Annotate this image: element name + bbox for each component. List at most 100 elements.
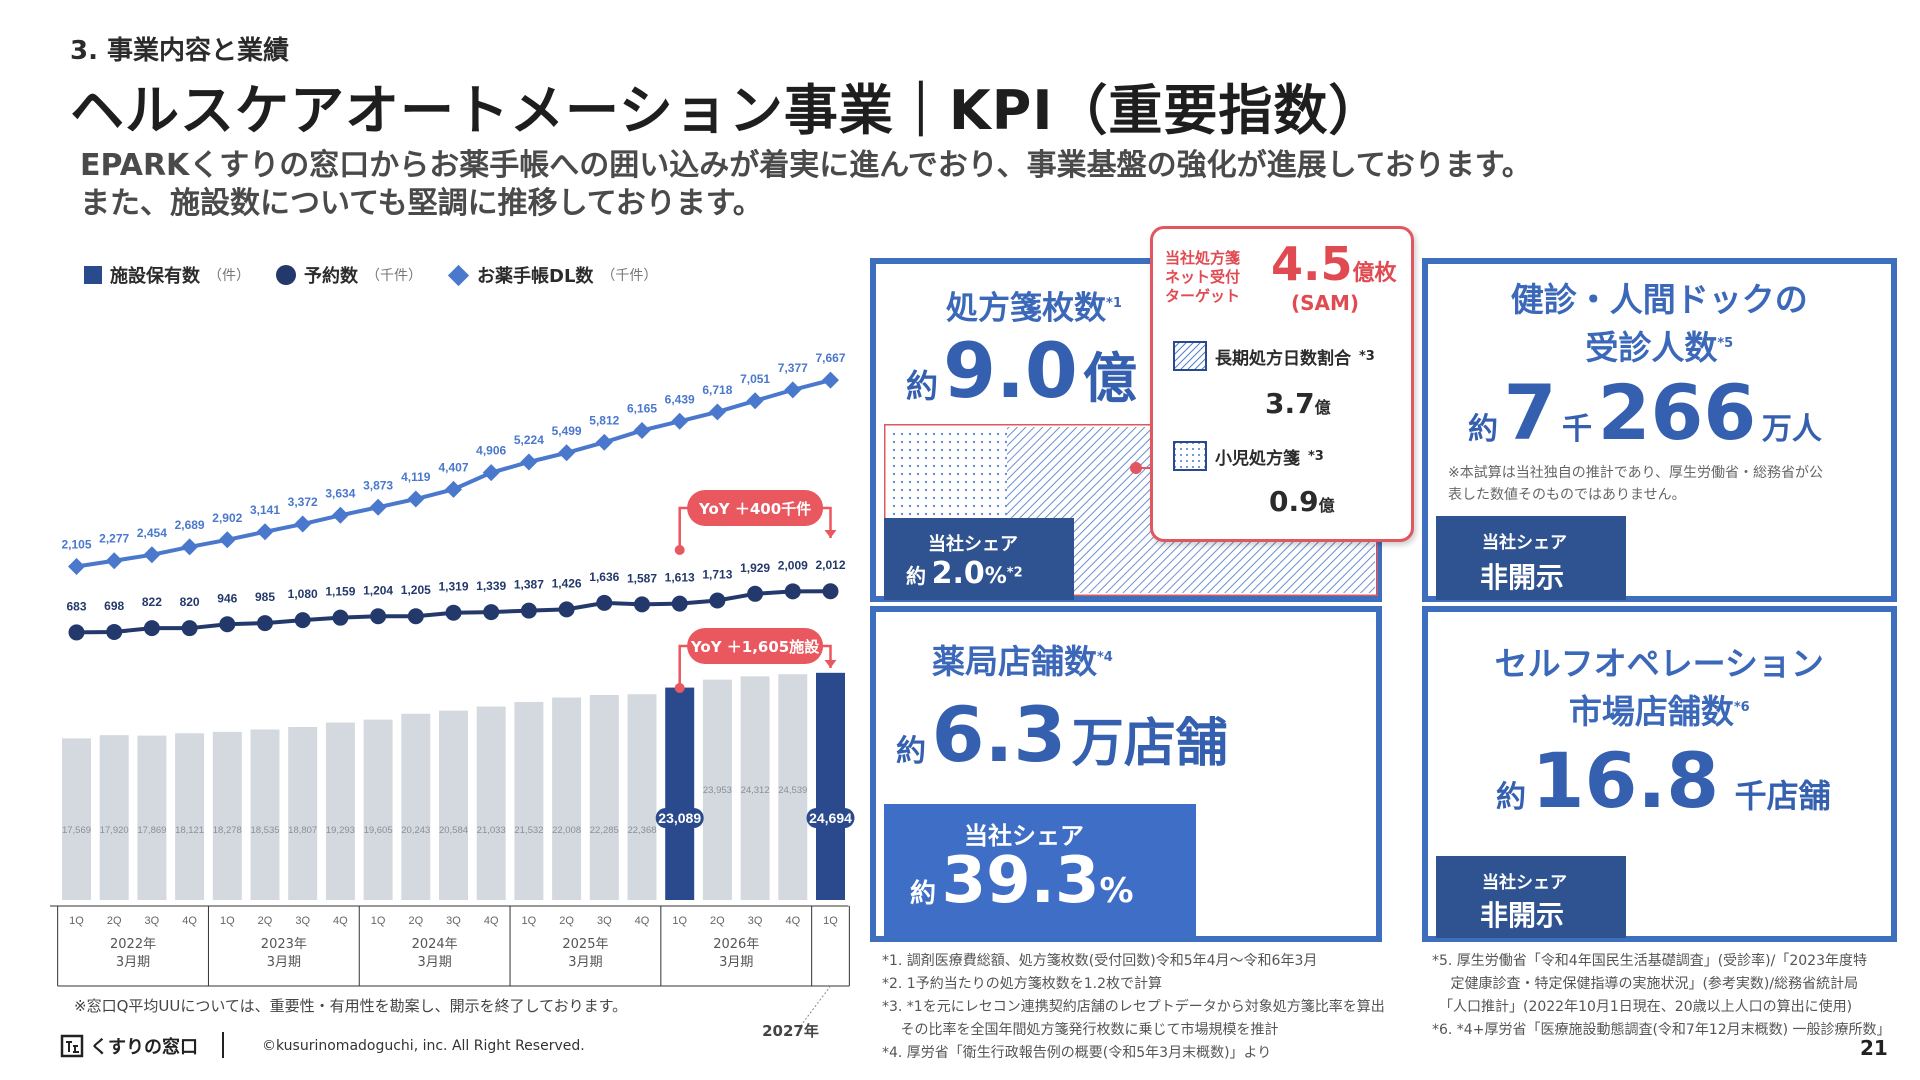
dl-value-label: 3,634 (325, 486, 355, 500)
facility-bar (627, 694, 657, 900)
quarter-label: 4Q (785, 915, 800, 927)
sam-number: 4.5 (1271, 237, 1353, 291)
reservation-value-label: 822 (142, 595, 162, 609)
reservation-point (143, 620, 160, 637)
facility-bar (62, 738, 91, 900)
dl-value-label: 2,689 (175, 518, 205, 532)
self-operation-note: *6 (1733, 700, 1750, 715)
long-term-number: 3.7 (1265, 387, 1315, 420)
dl-point (784, 381, 802, 399)
pharmacy-number: 6.3 (931, 690, 1067, 779)
dl-point (482, 464, 500, 482)
dl-value-label: 2,902 (212, 511, 242, 525)
subtitle-line-2: また、施設数についても堅調に推移しております。 (80, 186, 763, 221)
dots-swatch-icon (1173, 441, 1207, 471)
reservation-point (68, 624, 85, 641)
prescription-share-value: 約 2.0%*2 (906, 556, 1023, 591)
reservation-point (483, 604, 500, 621)
dl-value-label: 5,224 (514, 433, 544, 447)
dl-point (633, 421, 651, 439)
dl-value-label: 2,105 (61, 537, 91, 551)
reservation-value-label: 820 (180, 595, 200, 609)
facility-bar (552, 697, 582, 900)
facility-bar (175, 733, 205, 900)
footnote-3-cont: その比率を全国年間処方箋発行枚数に乗じて市場規模を推計 (882, 1022, 1279, 1038)
bar-value-label: 19,293 (326, 825, 355, 836)
prescription-label-text: 処方箋枚数 (946, 288, 1107, 327)
facility-bar (401, 713, 431, 900)
dl-point (445, 480, 462, 498)
pharmacy-box: 薬局店舗数*4 約 6.3 万店舗 当社シェア 約 39.3% (870, 606, 1382, 942)
dl-value-label: 6,165 (627, 401, 657, 415)
facility-bar (589, 694, 619, 900)
reservation-point (520, 602, 537, 619)
reservation-value-label: 1,080 (288, 587, 318, 601)
footer-divider (222, 1032, 224, 1058)
reservation-value-label: 1,636 (589, 570, 619, 584)
self-operation-label: セルフオペレーション 市場店舗数*6 (1428, 642, 1891, 734)
fiscal-year-leader (800, 985, 831, 1027)
reservation-value-label: 683 (66, 599, 86, 613)
dl-value-label: 7,377 (778, 361, 808, 375)
sam-callout: 当社処方箋 ネット受付 ターゲット 4.5億枚 (SAM) 長期処方日数割合 *3… (1150, 226, 1414, 542)
bar-value-label: 21,532 (514, 825, 543, 836)
prescription-note: *1 (1106, 296, 1122, 311)
child-unit: 億 (1318, 496, 1335, 515)
bar-value-label: 21,033 (477, 825, 506, 836)
child-note: *3 (1308, 448, 1324, 464)
yoy-start-dot (674, 545, 685, 555)
dl-value-label: 2,277 (99, 532, 129, 546)
prescription-value: 約 9.0 億 (906, 326, 1137, 415)
reservation-point (106, 623, 123, 640)
quarter-label: 3Q (295, 915, 310, 927)
dl-point (595, 433, 613, 451)
dl-point (294, 515, 312, 533)
facility-bar (665, 687, 695, 900)
prescription-share-prefix: 約 (906, 564, 926, 588)
reservation-point (257, 615, 273, 632)
reservation-point (784, 583, 801, 600)
reservation-value-label: 1,159 (325, 585, 355, 599)
bar-value-label: 17,569 (62, 825, 91, 836)
bar-value-label: 18,535 (250, 825, 279, 836)
dl-point (256, 523, 274, 541)
chart-note: ※窓口Q平均UUについては、重要性・有用性を勘案し、開示を終了しております。 (74, 997, 628, 1015)
dl-point (143, 546, 161, 564)
sam-label: 当社処方箋 ネット受付 ターゲット (1165, 249, 1241, 305)
quarter-label: 1Q (69, 915, 84, 927)
self-operation-number: 16.8 (1531, 736, 1720, 825)
prescription-share-label: 当社シェア (928, 534, 1018, 555)
quarter-label: 3Q (748, 915, 763, 927)
reservation-value-label: 1,929 (740, 561, 770, 575)
fiscal-year-label: 2024年 (412, 937, 458, 952)
footnotes-right: *5. 厚生労働省「令和4年国民生活基礎調査」(受診率)/「2023年度特 定健… (1432, 950, 1891, 1042)
fiscal-year-label: 2025年 (562, 937, 608, 952)
reservation-point (822, 583, 839, 600)
quarter-label: 3Q (446, 915, 461, 927)
facility-bar (99, 735, 129, 900)
self-operation-share-panel: 当社シェア 非開示 (1436, 856, 1626, 938)
long-term-note: *3 (1359, 348, 1375, 364)
bar-value-label: 18,121 (175, 825, 204, 836)
checkup-share-label: 当社シェア (1482, 533, 1567, 553)
bar-value-label: 24,539 (778, 785, 807, 796)
dl-value-label: 6,718 (702, 383, 732, 397)
reservation-point (709, 592, 726, 609)
chart-legend: 施設保有数 （件） 予約数 （千件） お薬手帳DL数 （千件） (84, 262, 675, 288)
logo-text: くすりの窓口 (90, 1037, 198, 1058)
sam-unit: 億枚 (1352, 261, 1397, 286)
checkup-thousand: 千 (1562, 412, 1593, 447)
footnote-2: *2. 1予約当たりの処方箋枚数を1.2枚で計算 (882, 976, 1162, 992)
reservation-point (407, 608, 424, 625)
prescription-share-panel: 当社シェア 約 2.0%*2 (884, 518, 1074, 600)
bar-value-label: 20,584 (439, 825, 468, 836)
bar-value-label: 23,953 (703, 785, 732, 796)
prescription-share-number: 2.0 (931, 556, 985, 591)
quarter-label: 1Q (672, 915, 687, 927)
quarter-label: 2Q (408, 915, 423, 927)
bar-value-label: 23,089 (658, 810, 701, 826)
checkup-label-line2: 受診人数 (1585, 328, 1718, 367)
facility-bar (740, 676, 770, 900)
self-operation-share-value: 非開示 (1480, 899, 1565, 932)
dl-value-label: 4,407 (438, 460, 468, 474)
